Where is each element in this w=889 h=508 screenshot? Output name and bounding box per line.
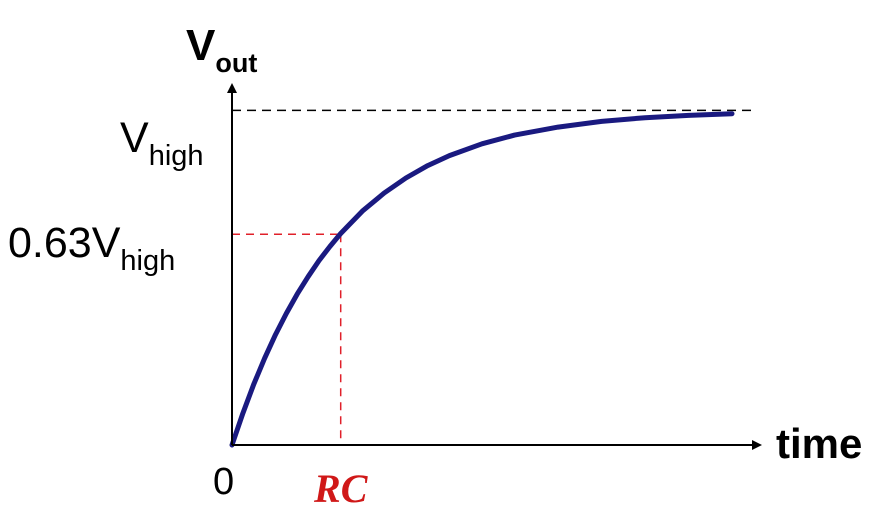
y-tick-vhigh-sub: high: [149, 140, 204, 172]
y-tick-063-main: V: [92, 219, 121, 267]
y-axis-title: Vout: [186, 21, 257, 78]
y-tick-063-sub: high: [120, 245, 175, 277]
y-tick-063-prefix: 0.63: [8, 219, 92, 267]
origin-label: 0: [213, 461, 234, 503]
y-tick-label-vhigh: Vhigh: [120, 114, 204, 172]
y-axis-title-sub: out: [215, 48, 257, 78]
y-tick-label-063vhigh: 0.63Vhigh: [8, 219, 175, 277]
y-tick-vhigh-main: V: [120, 114, 149, 162]
y-axis-title-main: V: [186, 21, 216, 70]
series-line: [229, 111, 735, 448]
x-tick-label-rc: RC: [313, 466, 369, 508]
x-axis-title: time: [776, 420, 862, 467]
